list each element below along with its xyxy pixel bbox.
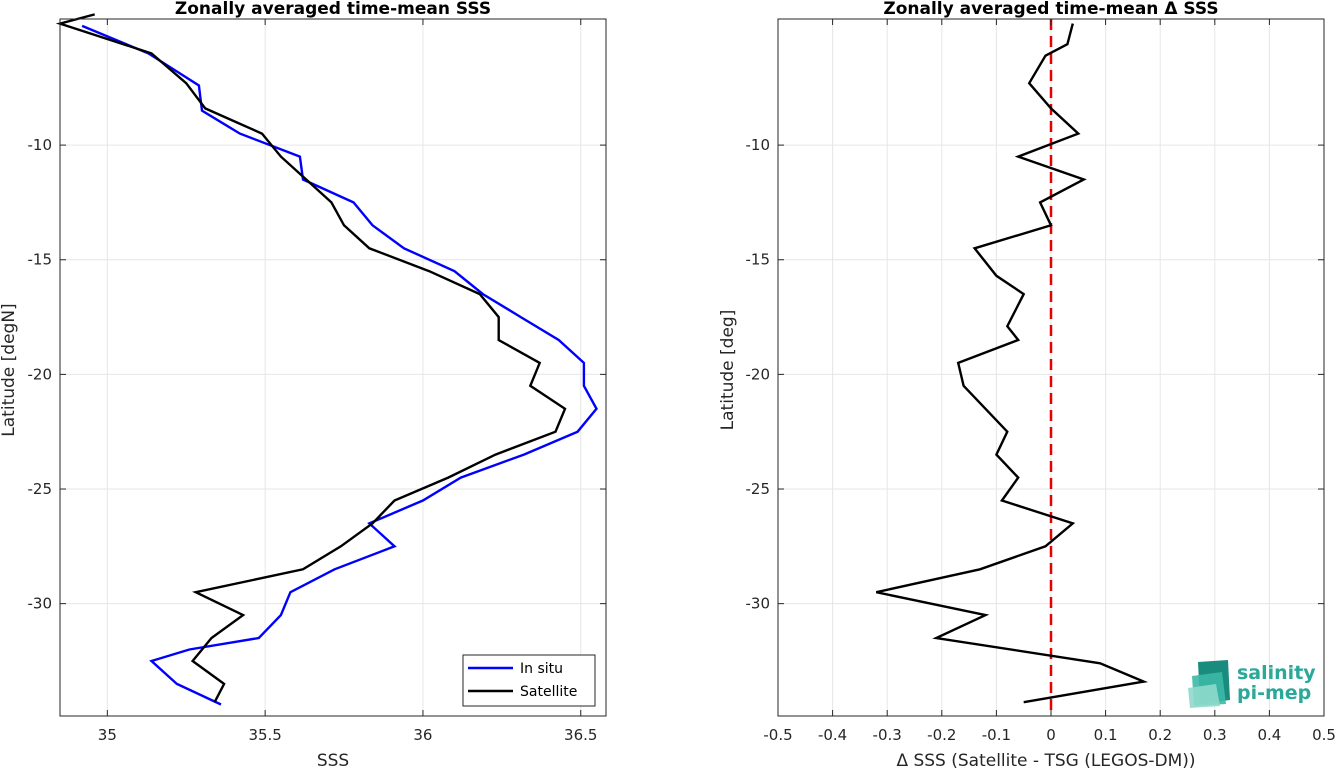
logo-wave-icon xyxy=(1188,660,1230,708)
right-y-tick-label: -20 xyxy=(746,365,771,383)
left-ticks: 35 35.5 36 36.5 -10 -15 -20 -25 -30 xyxy=(28,19,606,744)
right-x-tick-label: 0 xyxy=(1046,726,1056,744)
left-y-tick-label: -10 xyxy=(28,136,53,154)
right-y-axis-label: Latitude [deg] xyxy=(718,310,738,431)
right-x-tick-label: 0.2 xyxy=(1148,726,1172,744)
left-x-tick-label: 35 xyxy=(98,726,117,744)
left-grid xyxy=(60,19,606,716)
right-series-line-series-0 xyxy=(876,23,1149,704)
left-x-axis-label: SSS xyxy=(317,751,349,769)
right-y-tick-label: -30 xyxy=(746,595,771,613)
right-x-tick-label: -0.4 xyxy=(818,726,847,744)
left-panel: 35 35.5 36 36.5 -10 -15 -20 -25 -30 Zonally aver… xyxy=(0,0,607,769)
right-x-tick-label: -0.1 xyxy=(982,726,1011,744)
right-y-tick-label: -15 xyxy=(746,251,771,269)
left-y-tick-label: -15 xyxy=(28,251,53,269)
left-y-tick-label: -20 xyxy=(28,365,53,383)
legend-label-satellite: Satellite xyxy=(520,684,577,700)
right-x-axis-label: Δ SSS (Satellite - TSG (LEGOS-DM)) xyxy=(896,751,1195,769)
right-x-tick-label: 0.5 xyxy=(1312,726,1336,744)
right-x-tick-label: 0.3 xyxy=(1203,726,1227,744)
right-y-tick-label: -25 xyxy=(746,480,771,498)
left-x-tick-label: 36 xyxy=(413,726,432,744)
right-chart-title: Zonally averaged time-mean Δ SSS xyxy=(883,0,1218,19)
legend-box xyxy=(462,654,596,707)
logo-text-line1: salinity xyxy=(1237,662,1316,684)
right-x-tick-label: -0.3 xyxy=(873,726,902,744)
salinity-pi-mep-logo: salinity pi-mep xyxy=(1188,660,1316,708)
right-x-tick-label: 0.1 xyxy=(1094,726,1118,744)
left-series-line-in-situ xyxy=(81,24,598,706)
right-x-tick-label: 0.4 xyxy=(1257,726,1281,744)
left-y-tick-label: -25 xyxy=(28,480,53,498)
right-panel: -0.5 -0.4 -0.3 -0.2 -0.1 0 0.1 0.2 0.3 0.4 0.5 -10 -… xyxy=(718,0,1336,769)
right-x-tick-label: -0.2 xyxy=(927,726,956,744)
legend: In situ Satellite xyxy=(462,654,596,707)
legend-label-in-situ: In situ xyxy=(520,661,563,677)
left-y-axis-label: Latitude [degN] xyxy=(0,303,19,436)
left-series xyxy=(55,13,598,706)
right-y-tick-label: -10 xyxy=(746,136,771,154)
left-x-tick-label: 35.5 xyxy=(248,726,281,744)
left-series-line-satellite xyxy=(55,13,567,703)
right-ticks: -0.5 -0.4 -0.3 -0.2 -0.1 0 0.1 0.2 0.3 0.4 0.5 -10 -… xyxy=(746,19,1336,744)
left-axes-box xyxy=(59,18,607,717)
left-chart-title: Zonally averaged time-mean SSS xyxy=(175,0,491,19)
right-series xyxy=(876,23,1149,704)
logo-text-line2: pi-mep xyxy=(1237,682,1311,704)
left-plot-area xyxy=(60,19,606,716)
left-x-tick-label: 36.5 xyxy=(564,726,597,744)
right-x-tick-label: -0.5 xyxy=(763,726,792,744)
left-y-tick-label: -30 xyxy=(28,595,53,613)
